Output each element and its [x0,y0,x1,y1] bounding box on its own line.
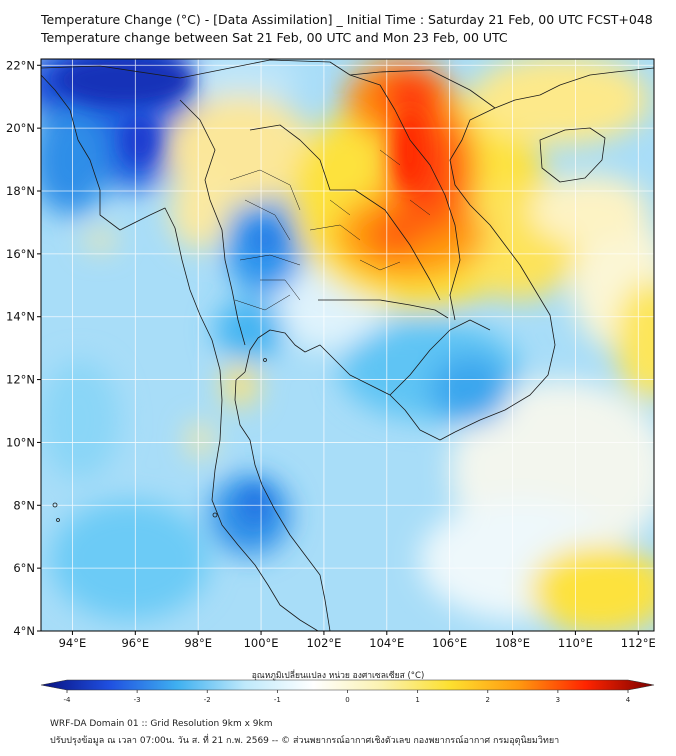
lon-tick-label: 106°E [432,636,467,650]
colorbar-tick-label: -4 [64,696,72,704]
colorbar-tick-label: -3 [134,696,141,704]
island [263,358,267,362]
colorbar-tick-label: 3 [556,696,560,704]
lat-tick-label: 18°N [6,184,35,198]
colorbar-label: อุณหภูมิเปลี่ยนแปลง หน่วย องศาเซลเซียส (… [251,671,425,681]
province-lines [229,149,431,311]
cambodia-vietnam-border [389,319,491,396]
malay-east-coastline [234,371,331,631]
vietnam-coastline [449,67,654,433]
model-info: WRF-DA Domain 01 :: Grid Resolution 9km … [50,719,273,729]
colorbar-tick-label: 1 [415,696,419,704]
lon-tick-label: 102°E [306,636,341,650]
thai-laos-border [249,124,441,301]
lon-tick-label: 96°E [121,636,149,650]
colorbar-tick-label: -2 [204,696,211,704]
lon-tick-label: 110°E [558,636,593,650]
myanmar-coastline [41,74,223,501]
lon-tick-label: 100°E [244,636,279,650]
lat-tick-label: 12°N [6,373,35,387]
map-title: Temperature Change (°C) - [Data Assimila… [41,12,653,27]
gulf-of-thailand-coastline [244,329,456,441]
colorbar-tick-label: 0 [345,696,349,704]
map-grid [41,59,654,632]
hainan-island [539,127,606,183]
lon-tick-label: 98°E [184,636,212,650]
lon-tick-label: 112°E [621,636,656,650]
lat-tick-label: 10°N [6,435,35,449]
lat-tick-label: 22°N [6,58,35,72]
island [56,518,60,522]
lon-tick-label: 94°E [59,636,87,650]
map-subtitle: Temperature change between Sat 21 Feb, 0… [41,30,508,45]
colorbar-tick-label: 2 [486,696,490,704]
lat-tick-label: 6°N [13,561,35,575]
malay-west-coastline [211,499,319,631]
colorbar-ticks: -4 -3 -2 -1 0 1 2 3 4 [64,690,631,704]
coastlines-borders [41,59,654,631]
credit-line: ปรับปรุงข้อมูล ณ เวลา 07:00น. วัน ส. ที่… [50,736,560,746]
longitude-axis: 94°E 96°E 98°E 100°E 102°E 104°E 106°E 108°E 110… [59,631,656,650]
lat-tick-label: 4°N [13,624,35,638]
thai-cambodia-border [318,299,449,319]
island [212,512,218,518]
latitude-axis: 22°N 20°N 18°N 16°N 14°N 12°N 10°N 8°N 6°N 4°N [6,58,41,638]
lon-tick-label: 108°E [495,636,530,650]
lon-tick-label: 104°E [369,636,404,650]
andaman-island [52,502,58,508]
laos-vietnam-border [349,74,461,321]
thai-myanmar-border [179,99,246,346]
lat-tick-label: 20°N [6,121,35,135]
lat-tick-label: 8°N [13,498,35,512]
map-frame [40,58,655,632]
temperature-field [41,59,654,631]
colorbar-tick-label: 4 [626,696,631,704]
colorbar: -4 -3 -2 -1 0 1 2 3 4 [40,679,655,704]
colorbar-tick-label: -1 [274,696,281,704]
lat-tick-label: 14°N [6,310,35,324]
lat-tick-label: 16°N [6,247,35,261]
china-border [41,59,496,109]
